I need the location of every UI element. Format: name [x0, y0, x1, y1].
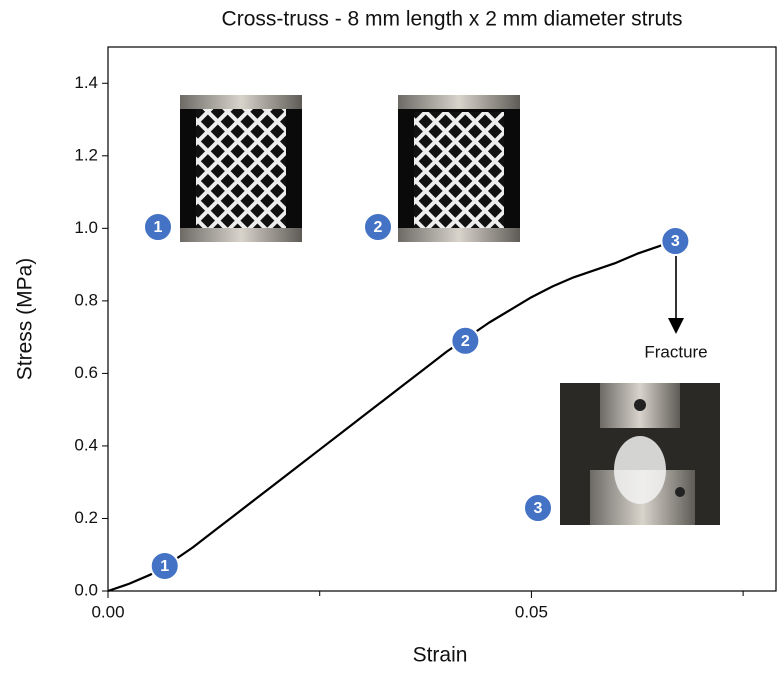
y-tick-label: 1.4: [74, 73, 98, 92]
y-tick-label: 1.2: [74, 145, 98, 164]
photo-3: [560, 383, 720, 525]
image-badge: [363, 212, 393, 242]
x-tick-label: 0.00: [91, 602, 124, 621]
image-badge-label: 1: [154, 219, 163, 236]
image-badge-label: 2: [374, 219, 383, 236]
y-tick-label: 0.8: [74, 290, 98, 309]
point-badge-label: 2: [461, 333, 470, 350]
stress-strain-curve: [107, 238, 676, 593]
y-tick-label: 0.2: [74, 508, 98, 527]
point-badge: [450, 325, 481, 356]
plot-frame: [107, 46, 777, 592]
photo-2: [398, 95, 520, 242]
image-badge: [523, 493, 553, 523]
point-badge-label: 1: [160, 558, 169, 575]
x-axis-label: Strain: [413, 644, 468, 667]
photo-1: [180, 95, 302, 242]
fracture-label: Fracture: [644, 342, 707, 361]
x-tick-label: 0.05: [515, 602, 548, 621]
point-badge: [660, 226, 691, 257]
y-tick-label: 0.6: [74, 363, 98, 382]
y-tick-label: 0.4: [74, 435, 98, 454]
y-tick-label: 0.0: [74, 580, 98, 599]
point-badge-label: 3: [671, 233, 680, 250]
y-tick-label: 1.0: [74, 218, 98, 237]
image-badge-label: 3: [534, 500, 543, 517]
point-badge: [149, 550, 180, 581]
chart-title: Cross-truss - 8 mm length x 2 mm diamete…: [222, 8, 683, 31]
image-badge: [143, 212, 173, 242]
y-axis-label: Stress (MPa): [14, 258, 37, 381]
